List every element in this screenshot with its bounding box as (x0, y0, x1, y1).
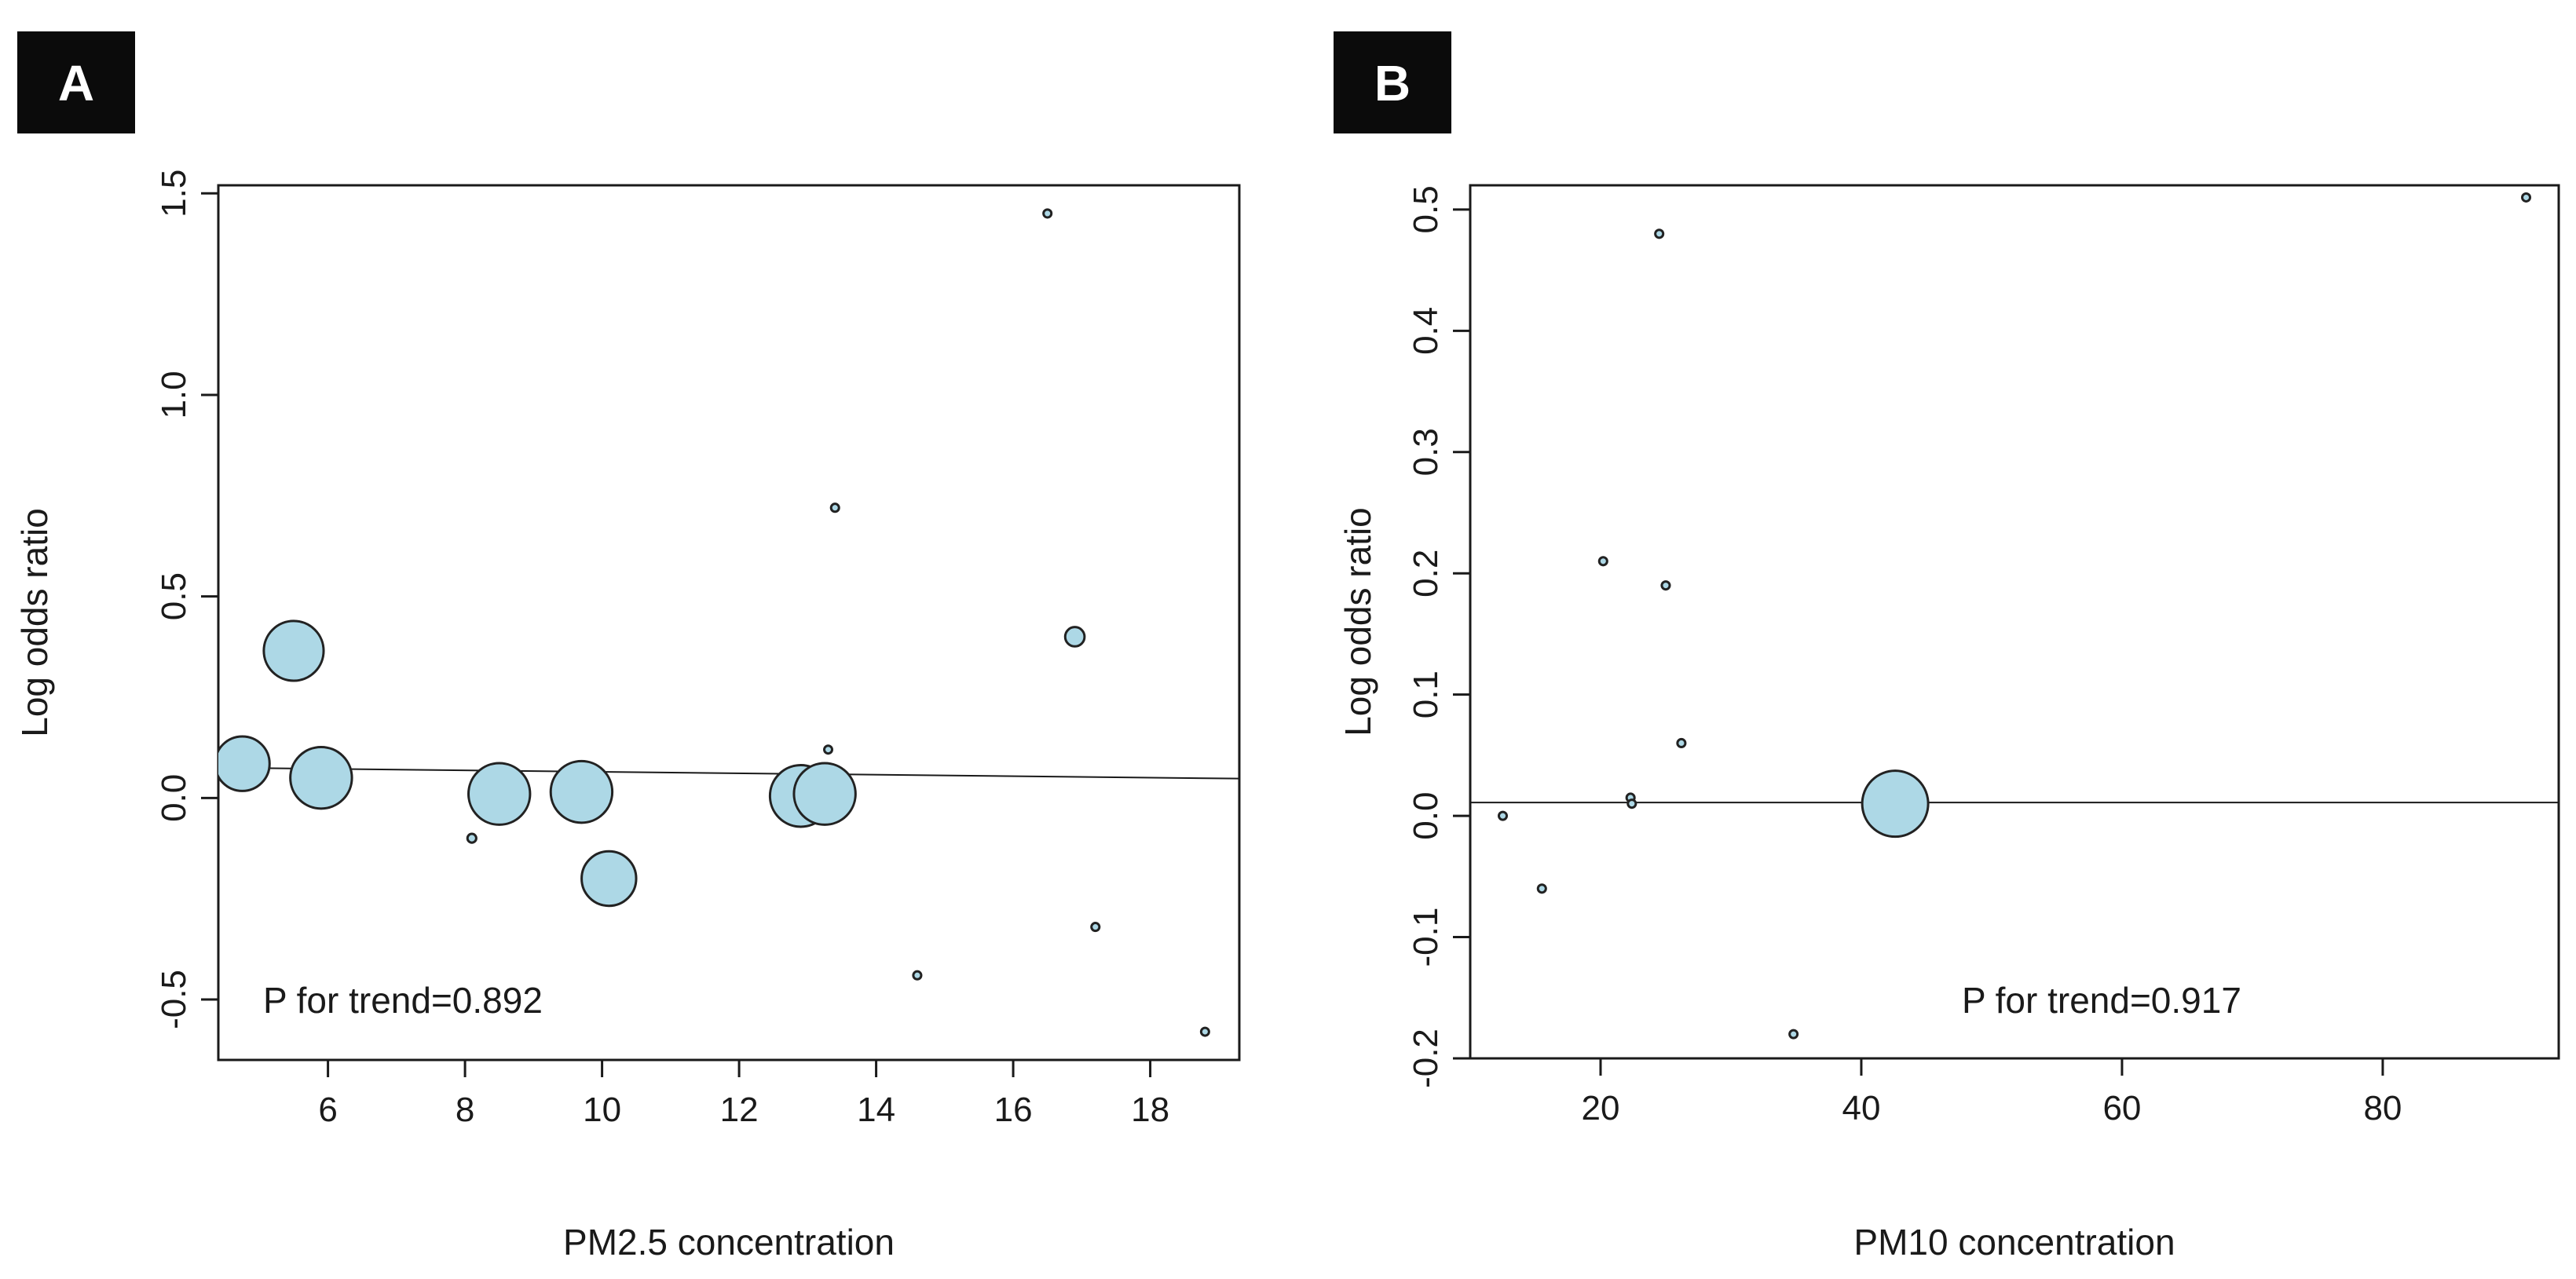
chart-0-a-point-11 (912, 970, 923, 981)
chart-1-b-y-tick-label-6: 0.4 (1407, 307, 1445, 355)
chart-0-a-point-3 (466, 832, 478, 844)
chart-0-a-y-tick-label-0: -0.5 (155, 970, 193, 1029)
chart-0-a-label-text: A (58, 55, 94, 111)
chart-0-a-y-tick-label-1: 0.0 (155, 774, 193, 822)
chart-1-b-point-8 (1788, 1029, 1799, 1040)
chart-1-b-x-tick-label-3: 80 (2363, 1089, 2402, 1127)
chart-1-b-x-axis-title: PM10 concentration (1853, 1222, 2175, 1263)
chart-0-a-plot-area (218, 208, 1239, 1037)
chart-0-a-label: A (17, 31, 135, 133)
chart-0-a-y-tick-label-4: 1.5 (155, 170, 193, 217)
chart-0-a-x-tick-label-3: 12 (720, 1091, 759, 1129)
chart-1-b-p-trend-annotation: P for trend=0.917 (1962, 980, 2241, 1021)
chart-1-b-point-7 (1676, 737, 1687, 748)
chart-1-b-point-10 (2521, 192, 2532, 203)
chart-0-a-x-tick-label-1: 8 (456, 1091, 474, 1129)
chart-1-b-point-1 (1536, 883, 1547, 894)
chart-0-a-x-tick-label-2: 10 (583, 1091, 621, 1129)
chart-0-a-x-axis: 6 8 10 12 14 16 18 (318, 1060, 1169, 1129)
chart-1-b-plot-frame (1469, 184, 2560, 1060)
chart-0-a-x-tick-label-5: 16 (994, 1091, 1033, 1129)
chart-1-b-label-text: B (1374, 55, 1411, 111)
chart-0-a-y-tick-label-3: 1.0 (155, 371, 193, 418)
chart-0-a-point-8 (792, 762, 857, 826)
chart-1-b-x-tick-label-1: 40 (1842, 1089, 1880, 1127)
chart-0-a-point-10 (829, 502, 840, 513)
chart-0-a-point-5 (549, 759, 614, 824)
chart-0-a-x-tick-label-6: 18 (1131, 1091, 1169, 1129)
chart-1-b-y-tick-label-3: 0.1 (1407, 671, 1445, 718)
chart-1-b-panel: B 20 40 60 80 -0.2 -0.1 0.0 0.1 0.2 0.3 0.4 0.5 PM10 … (1334, 31, 2560, 1263)
chart-1-b-label-box (1334, 31, 1451, 133)
chart-0-a-point-9 (823, 744, 834, 755)
chart-1-b-point-2 (1597, 556, 1608, 567)
chart-1-b-y-tick-label-0: -0.2 (1407, 1029, 1445, 1088)
chart-1-b-point-5 (1654, 228, 1665, 239)
chart-1-b-y-axis: -0.2 -0.1 0.0 0.1 0.2 0.3 0.4 0.5 (1407, 185, 1470, 1088)
chart-0-a-x-tick-label-0: 6 (318, 1091, 337, 1129)
chart-0-a-plot-frame (217, 184, 1241, 1062)
chart-0-a-label-box (17, 31, 135, 133)
chart-1-b-x-tick-label-0: 20 (1582, 1089, 1620, 1127)
chart-0-a-point-0 (218, 735, 271, 792)
chart-0-a-y-axis-title: Log odds ratio (14, 508, 55, 737)
chart-1-b-point-9 (1861, 769, 1930, 839)
chart-0-a-x-axis-title: PM2.5 concentration (563, 1222, 895, 1263)
chart-0-a-point-15 (1199, 1026, 1210, 1037)
chart-1-b-y-tick-label-4: 0.2 (1407, 550, 1445, 597)
chart-1-b-point-0 (1497, 810, 1508, 821)
chart-0-a-point-4 (467, 762, 532, 826)
chart-1-b-y-tick-label-5: 0.3 (1407, 428, 1445, 476)
chart-1-b-x-tick-label-2: 60 (2102, 1089, 2141, 1127)
chart-1-b-y-axis-title: Log odds ratio (1337, 507, 1378, 736)
chart-0-a-trend-line (218, 766, 1239, 780)
chart-0-a-y-tick-label-2: 0.5 (155, 572, 193, 620)
chart-0-a-p-trend-annotation: P for trend=0.892 (263, 980, 543, 1021)
chart-0-a-point-2 (289, 745, 353, 810)
chart-0-a-point-12 (1042, 208, 1053, 219)
chart-0-a-panel: A 6 8 10 12 14 16 18 -0.5 0.0 0.5 1.0 1.5 PM2.5 conce… (14, 31, 1241, 1263)
chart-1-b-label: B (1334, 31, 1451, 133)
chart-0-a-y-axis: -0.5 0.0 0.5 1.0 1.5 (155, 170, 218, 1029)
chart-0-a-point-13 (1063, 626, 1086, 648)
chart-1-b-x-axis: 20 40 60 80 (1582, 1058, 2402, 1127)
chart-1-b-y-tick-label-1: -0.1 (1407, 908, 1445, 967)
chart-0-a-point-14 (1090, 922, 1101, 933)
chart-1-b-plot-area (1470, 192, 2559, 1040)
chart-1-b-y-tick-label-2: 0.0 (1407, 792, 1445, 840)
chart-1-b-point-6 (1660, 580, 1671, 591)
chart-0-a-point-6 (580, 850, 638, 908)
chart-1-b-y-tick-label-7: 0.5 (1407, 185, 1445, 233)
chart-0-a-x-tick-label-4: 14 (857, 1091, 895, 1129)
chart-1-b-point-4 (1626, 798, 1637, 809)
chart-0-a-point-1 (262, 619, 325, 682)
